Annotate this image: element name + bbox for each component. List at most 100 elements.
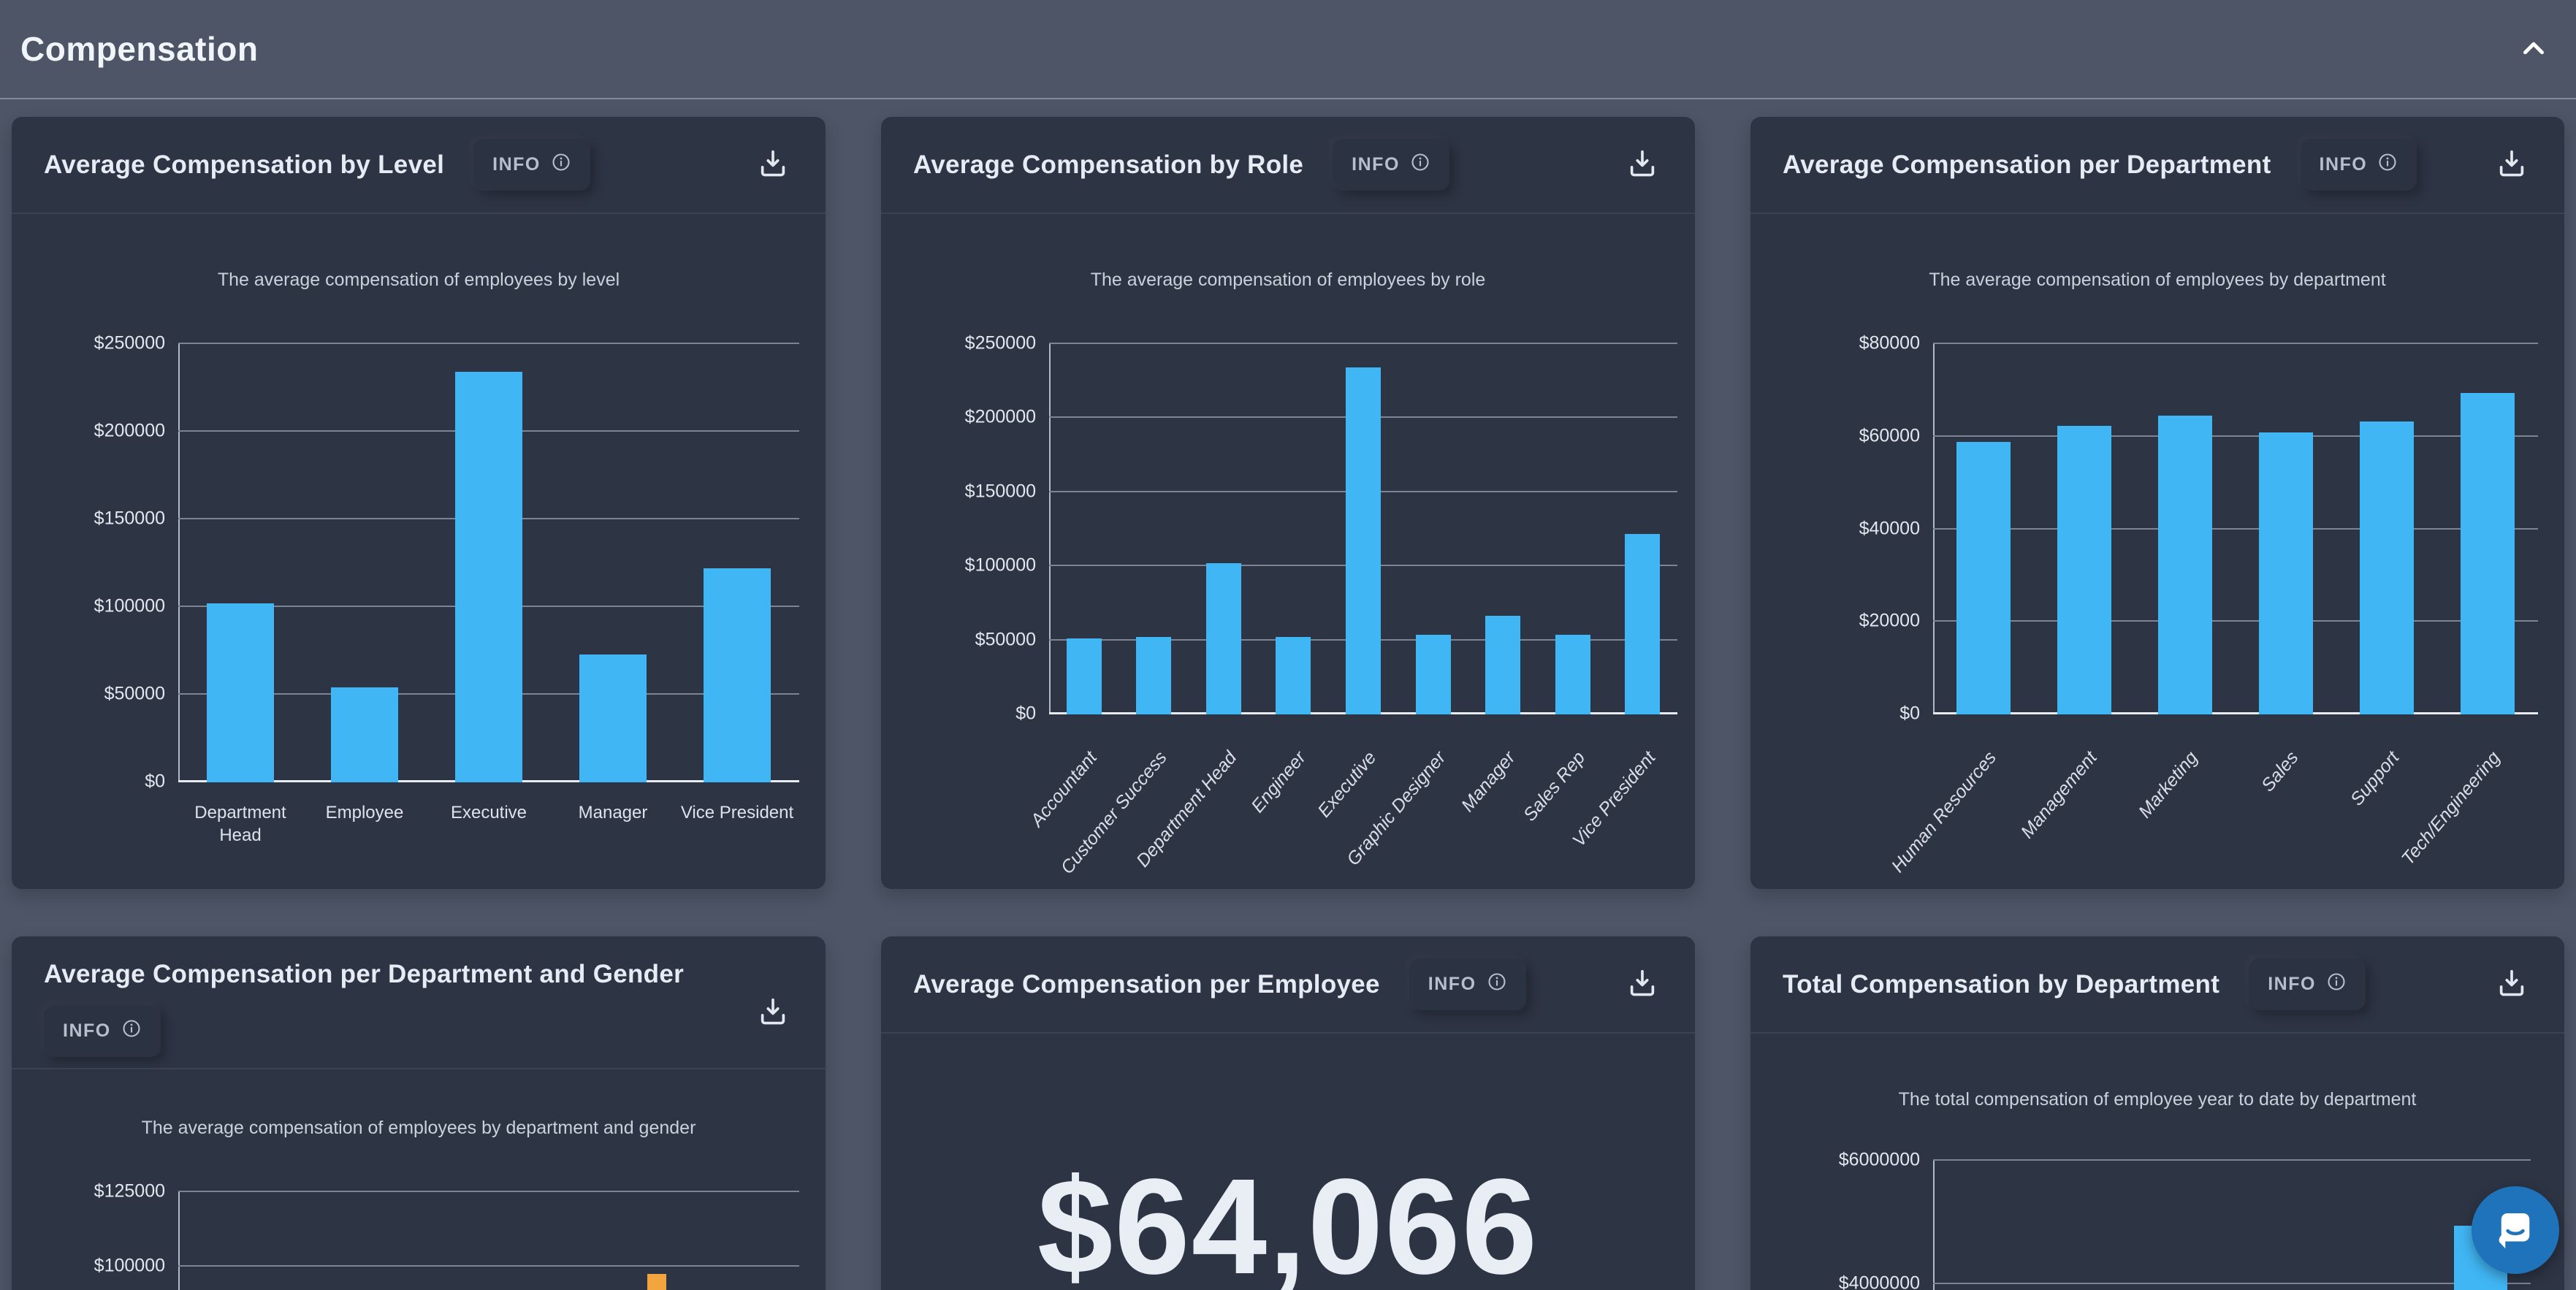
bar-slot [2236,432,2336,714]
y-axis-tick-label: $50000 [104,683,165,704]
card-avg-compensation-by-role: Average Compensation by Role INFO The av… [881,117,1695,889]
bar-slot [178,603,302,782]
y-axis-tick-label: $0 [145,771,165,791]
bar-chart: $4000000 $6000000 [1839,1150,2531,1290]
info-button[interactable]: INFO [2249,958,2366,1010]
bar[interactable] [207,603,274,782]
chart-subtitle: The average compensation of employees by… [1929,270,2386,290]
bar[interactable] [2360,421,2414,714]
chart-subtitle: The average compensation of employees by… [1090,270,1486,290]
collapse-section-button[interactable] [2512,27,2556,71]
info-button[interactable]: INFO [2300,139,2417,191]
x-axis-label-slot: Department Head [178,801,302,847]
gridline: $4000000 [1839,1273,2531,1290]
y-axis-tick-label: $6000000 [1838,1149,1920,1170]
download-button[interactable] [2491,145,2532,186]
x-axis-labels: Department Head Employee Executive Manager V… [178,801,799,847]
x-axis-category-label: Marketing [2134,747,2202,823]
bar-slot [2437,392,2538,714]
bar[interactable] [331,687,398,782]
bar-chart: $0 $20000 $40000 $60000 $80000 Human Resource… [1859,333,2538,889]
gridline: $250000 [965,333,1677,354]
gridline: $125000 [94,1181,799,1202]
bar[interactable] [579,654,647,782]
chat-launcher-button[interactable] [2472,1186,2559,1274]
y-axis-tick-label: $0 [1899,703,1920,723]
bar[interactable] [455,372,522,782]
download-icon [1626,147,1659,183]
download-button[interactable] [752,145,793,186]
download-button[interactable] [752,992,793,1033]
card-title: Average Compensation per Department [1783,150,2271,179]
bar[interactable] [1205,563,1241,714]
x-axis-label-slot: Sales [2236,733,2336,889]
card-title: Average Compensation by Level [44,150,445,179]
info-button[interactable]: INFO [1333,139,1449,191]
y-axis-tick-label: $60000 [1859,425,1920,446]
download-button[interactable] [1622,964,1663,1005]
download-icon [1626,966,1659,1002]
bar-series [178,344,799,782]
bar[interactable] [1415,634,1451,714]
card-title: Average Compensation per Department and … [44,960,685,988]
bar[interactable] [1276,636,1311,714]
y-axis-tick-label: $4000000 [1838,1272,1920,1290]
plot-area: $0 $50000 $100000 $150000 $200000 $250000 [965,333,1677,723]
bar[interactable] [2461,392,2515,714]
y-axis-tick-label: $80000 [1859,332,1920,354]
bar-series [1933,344,2538,714]
x-axis-category-label: Employee [325,803,404,823]
card-avg-compensation-per-employee: Average Compensation per Employee INFO $… [881,936,1695,1290]
y-axis-tick-label: $150000 [94,508,165,529]
chart-subtitle: The average compensation of employees by… [217,270,620,290]
bar[interactable] [2057,426,2111,714]
bar[interactable] [1136,636,1172,714]
bar[interactable] [1625,533,1661,714]
dashboard-card-grid: Average Compensation by Level INFO The a… [0,99,2576,1290]
card-title: Total Compensation by Department [1783,969,2220,999]
chevron-up-icon [2517,31,2550,67]
x-axis-category-label: Department Head [194,803,286,846]
y-axis-tick-label: $0 [1015,703,1036,723]
bar-slot [1049,638,1119,714]
bar[interactable] [647,1274,666,1290]
info-button[interactable]: INFO [1409,958,1526,1010]
info-circle-icon [1410,152,1430,178]
bar-slot [1328,367,1398,714]
bar[interactable] [1346,367,1382,714]
x-axis-label-slot: Tech/Engineering [2398,733,2538,889]
bar-chart: $100000 $125000 [94,1181,799,1290]
bar[interactable] [704,568,771,782]
bar[interactable] [1555,634,1590,714]
chat-bubble-icon [2491,1205,2539,1256]
info-circle-icon [2326,972,2347,997]
y-axis-tick-label: $50000 [975,629,1036,650]
x-axis-label-slot: Executive [427,801,551,847]
info-button[interactable]: INFO [473,139,590,191]
y-axis-tick-label: $200000 [94,420,165,441]
plot-area: $100000 $125000 [94,1181,799,1290]
bar[interactable] [2259,432,2313,714]
download-icon [2495,966,2529,1002]
card-header: Average Compensation per Department INFO [1750,117,2564,214]
bar-slot [1538,634,1608,714]
card-header: Average Compensation per Department and … [12,936,826,1069]
bar[interactable] [1485,616,1521,714]
x-axis-label-slot: Graphic Designer [1343,733,1468,889]
bar[interactable] [1066,638,1102,714]
info-circle-icon [121,1018,142,1044]
x-axis-category-label: Vice President [680,803,794,823]
y-axis-tick-label: $100000 [94,595,165,617]
y-axis-tick-label: $250000 [94,332,165,354]
x-axis-label-slot: Management [2017,733,2135,889]
download-button[interactable] [2491,964,2532,1005]
y-axis-tick-label: $150000 [964,481,1036,502]
info-button[interactable]: INFO [44,1004,161,1057]
bar[interactable] [2158,416,2212,714]
x-axis-label-slot: Employee [302,801,427,847]
download-button[interactable] [1622,145,1663,186]
bar-series [1933,1161,2531,1290]
gridline: $6000000 [1839,1150,2531,1170]
bar[interactable] [1956,442,2011,714]
download-icon [2495,147,2529,183]
